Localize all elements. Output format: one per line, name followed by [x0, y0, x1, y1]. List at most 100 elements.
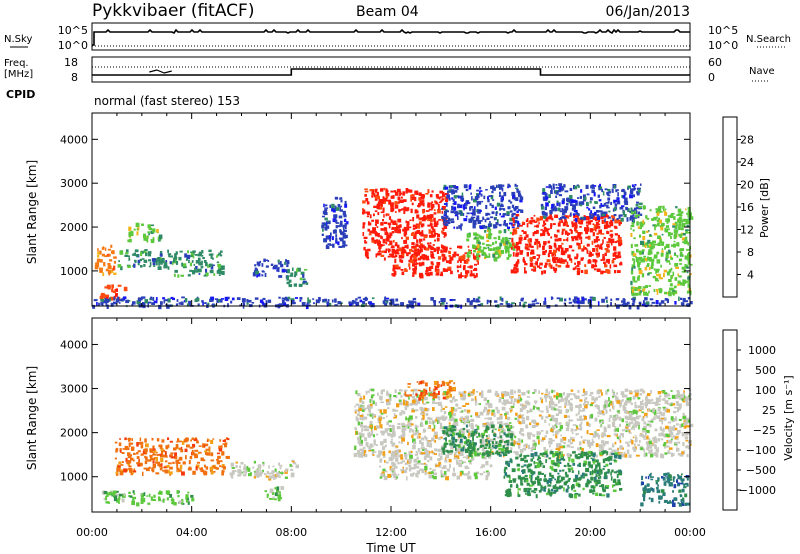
velocity-cell — [623, 402, 628, 406]
power-cell — [631, 267, 634, 272]
power-cell — [160, 301, 163, 305]
power-cell — [413, 235, 417, 240]
power-cell — [597, 301, 600, 306]
velocity-cell — [149, 448, 153, 452]
power-cell — [136, 300, 140, 305]
power-cell — [594, 268, 597, 271]
velocity-cell — [364, 453, 368, 458]
velocity-cell — [524, 443, 528, 446]
power-cell — [441, 250, 446, 253]
power-cell — [630, 243, 633, 249]
power-cell — [490, 185, 494, 190]
power-cell — [612, 218, 615, 222]
velocity-cell — [611, 389, 614, 393]
power-cell — [526, 248, 530, 251]
power-cell — [597, 194, 600, 198]
velocity-cell — [146, 495, 149, 497]
velocity-cell — [570, 446, 574, 448]
power-cell — [665, 252, 669, 255]
power-cell — [483, 225, 488, 229]
velocity-cell — [200, 469, 205, 473]
velocity-cell — [483, 423, 487, 425]
power-cell — [484, 256, 487, 260]
velocity-cell — [590, 402, 595, 405]
power-cell — [643, 291, 647, 296]
power-cell — [593, 264, 598, 268]
power-cell — [514, 198, 517, 201]
power-cell — [394, 227, 399, 231]
velocity-cell — [521, 393, 524, 395]
power-cell — [580, 189, 583, 193]
power-cell — [617, 200, 621, 205]
power-cell — [609, 229, 613, 233]
velocity-cell — [180, 446, 183, 450]
power-cell — [492, 188, 496, 191]
power-cell — [634, 184, 637, 186]
velocity-cell — [421, 448, 425, 451]
velocity-cell — [410, 423, 414, 426]
velocity-cell — [169, 471, 173, 475]
power-cell — [605, 202, 609, 204]
power-cell — [337, 301, 341, 305]
power-cell — [267, 260, 270, 262]
power-cell — [508, 242, 512, 246]
power-cell — [607, 215, 610, 219]
velocity-cell — [517, 395, 520, 400]
power-cell — [659, 225, 664, 228]
velocity-cell — [195, 466, 198, 471]
velocity-cell — [416, 432, 420, 435]
velocity-cell — [398, 454, 402, 458]
velocity-cell — [681, 423, 684, 427]
power-cell — [365, 253, 368, 258]
velocity-cell — [644, 396, 648, 401]
power-cell — [536, 241, 541, 244]
velocity-cell — [461, 410, 464, 413]
power-cell — [362, 223, 365, 228]
velocity-cell — [358, 409, 360, 413]
velocity-cell — [543, 453, 547, 457]
velocity-cell — [208, 446, 211, 450]
power-cell — [633, 253, 637, 257]
velocity-cell — [657, 391, 662, 395]
velocity-cell — [628, 424, 631, 427]
power-cell — [475, 217, 480, 222]
power-cell — [362, 222, 366, 225]
power-cell — [431, 246, 434, 251]
velocity-cell — [672, 453, 675, 457]
power-cell — [497, 235, 501, 240]
power-cell — [416, 210, 419, 214]
power-cell — [518, 240, 522, 245]
power-cell — [617, 237, 622, 241]
power-cell — [427, 189, 430, 194]
velocity-cell — [510, 405, 515, 408]
power-cell — [197, 268, 202, 273]
power-cell — [469, 301, 473, 306]
velocity-cell — [407, 417, 410, 422]
velocity-cell — [163, 466, 168, 469]
power-cell — [660, 239, 662, 241]
velocity-cell — [160, 458, 164, 463]
velocity-cell — [415, 399, 420, 402]
power-cell — [392, 220, 397, 225]
velocity-cell — [622, 406, 627, 411]
velocity-cell — [416, 435, 419, 439]
velocity-cell — [272, 496, 275, 499]
power-cell — [371, 297, 375, 300]
velocity-cell — [379, 421, 382, 424]
velocity-cell — [540, 410, 544, 413]
power-cell — [429, 242, 432, 245]
power-cell — [503, 208, 506, 211]
power-cell — [239, 304, 242, 307]
power-cell — [614, 270, 617, 274]
power-cell — [594, 201, 598, 204]
power-cell — [152, 237, 155, 242]
velocity-cell — [448, 419, 453, 422]
power-cell — [490, 216, 494, 219]
velocity-cell — [461, 430, 465, 435]
power-cell — [640, 259, 644, 263]
power-cell — [99, 295, 104, 300]
velocity-cell — [575, 395, 580, 400]
velocity-cell — [526, 390, 529, 393]
power-cell — [104, 255, 108, 258]
power-cell — [324, 217, 328, 221]
